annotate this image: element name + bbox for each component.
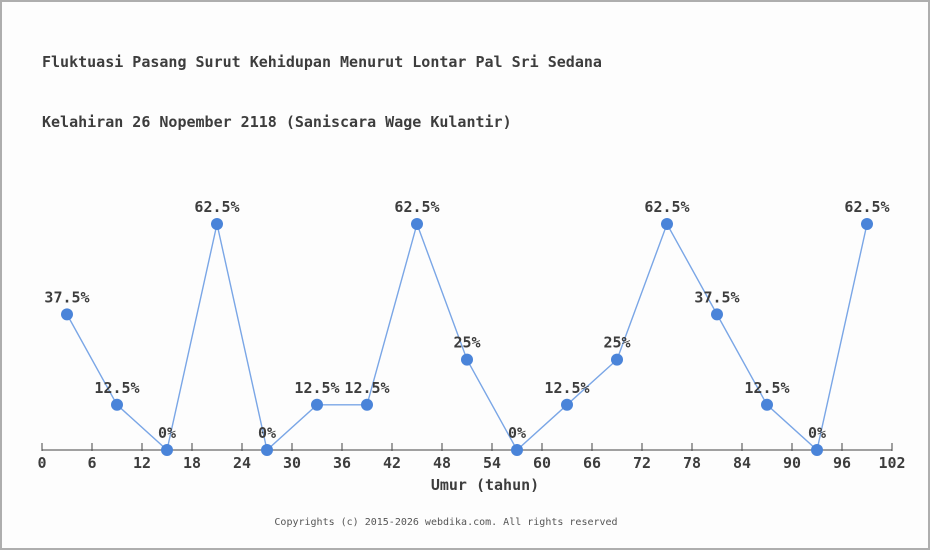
chart-title: Fluktuasi Pasang Surut Kehidupan Menurut… (42, 12, 602, 172)
x-tick-label: 30 (283, 454, 301, 472)
x-tick-label: 66 (583, 454, 601, 472)
data-point-label: 62.5% (644, 198, 689, 216)
data-point (311, 398, 323, 411)
data-point-label: 62.5% (194, 198, 239, 216)
data-point-label: 0% (508, 424, 526, 442)
data-point-label: 12.5% (744, 379, 789, 397)
data-point-label: 0% (158, 424, 176, 442)
chart-title-line2: Kelahiran 26 Nopember 2118 (Saniscara Wa… (42, 113, 512, 131)
x-tick-label: 42 (383, 454, 401, 472)
x-tick-label: 84 (733, 454, 751, 472)
data-point (211, 218, 223, 230)
data-point (611, 353, 623, 366)
x-tick-label: 18 (183, 454, 201, 472)
data-point (661, 218, 673, 230)
data-point (861, 218, 873, 230)
data-point-label: 37.5% (694, 288, 739, 306)
data-point-label: 12.5% (294, 379, 339, 397)
chart-title-line1: Fluktuasi Pasang Surut Kehidupan Menurut… (42, 53, 602, 71)
x-tick-label: 36 (333, 454, 351, 472)
data-point-label: 25% (453, 334, 480, 352)
x-tick-label: 54 (483, 454, 501, 472)
x-tick-label: 102 (878, 454, 905, 472)
data-point-label: 0% (808, 424, 826, 442)
data-point (811, 444, 823, 456)
data-point (261, 444, 273, 456)
data-point-label: 25% (603, 334, 630, 352)
data-point (61, 308, 73, 321)
data-point-label: 62.5% (394, 198, 439, 216)
data-point (161, 444, 173, 456)
data-point (511, 444, 523, 456)
x-tick-label: 96 (833, 454, 851, 472)
x-tick-label: 90 (783, 454, 801, 472)
data-point-label: 0% (258, 424, 276, 442)
x-tick-label: 24 (233, 454, 251, 472)
x-tick-label: 72 (633, 454, 651, 472)
data-point-label: 62.5% (844, 198, 889, 216)
data-point (711, 308, 723, 321)
data-point (411, 218, 423, 230)
data-point (461, 353, 473, 366)
data-point (111, 398, 123, 411)
data-point (761, 398, 773, 411)
data-point-label: 12.5% (544, 379, 589, 397)
x-tick-label: 48 (433, 454, 451, 472)
data-point-label: 37.5% (44, 288, 89, 306)
x-tick-label: 6 (87, 454, 96, 472)
data-point-label: 12.5% (94, 379, 139, 397)
x-tick-label: 12 (133, 454, 151, 472)
x-tick-label: 0 (37, 454, 46, 472)
copyright-text: Copyrights (c) 2015-2026 webdika.com. Al… (274, 517, 618, 528)
data-point-label: 12.5% (344, 379, 389, 397)
data-point (561, 398, 573, 411)
data-point (361, 398, 373, 411)
x-tick-label: 60 (533, 454, 551, 472)
x-tick-label: 78 (683, 454, 701, 472)
x-axis-label: Umur (tahun) (431, 476, 539, 494)
